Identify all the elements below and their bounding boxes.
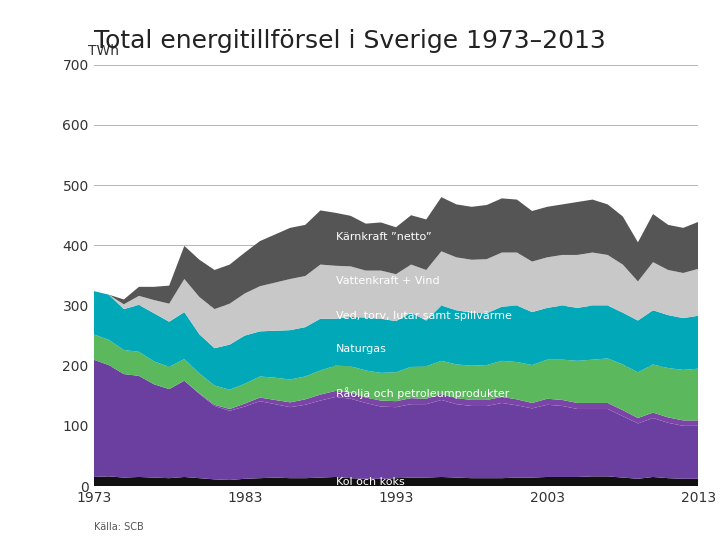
Text: Kärnkraft förluster: Kärnkraft förluster [305,174,408,184]
Text: Total energitillförsel i Sverige 1973–2013: Total energitillförsel i Sverige 1973–20… [94,29,606,53]
Text: Ved, torv, lutar samt spillvärme: Ved, torv, lutar samt spillvärme [336,312,511,321]
Text: Kol och koks: Kol och koks [336,477,404,488]
Text: Vattenkraft + Vind: Vattenkraft + Vind [336,276,439,286]
Text: Källa: SCB: Källa: SCB [94,522,143,532]
Text: TWh: TWh [88,44,119,58]
Text: Naturgas: Naturgas [336,344,387,354]
Text: Råolja och petroleumprodukter: Råolja och petroleumprodukter [336,387,509,399]
Text: Kärnkraft ”netto”: Kärnkraft ”netto” [336,233,431,242]
